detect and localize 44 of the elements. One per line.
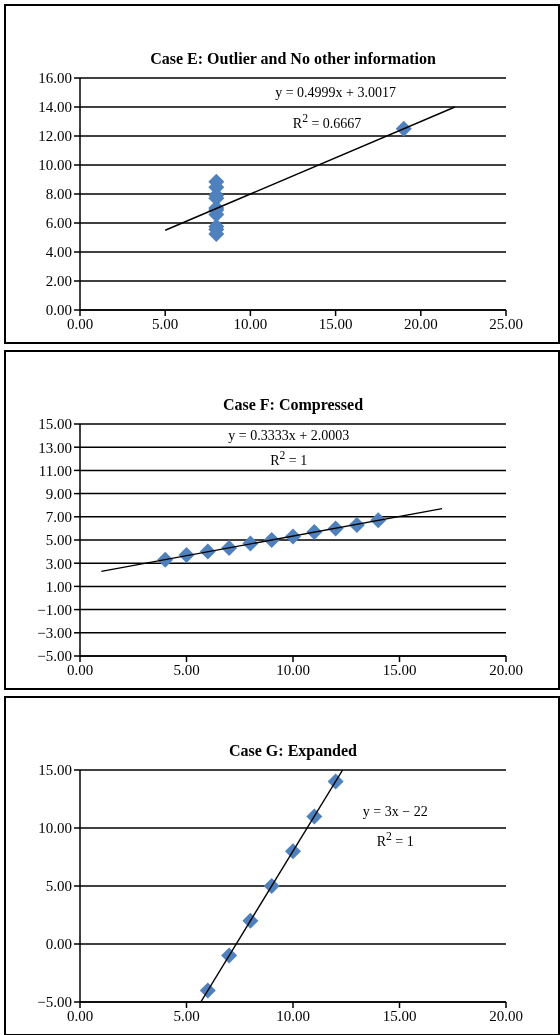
y-tick-label: 5.00 — [45, 878, 72, 895]
x-tick-label: 15.00 — [382, 1007, 417, 1024]
x-tick-label: 15.00 — [382, 661, 417, 678]
x-tick-label: 5.00 — [173, 1007, 200, 1024]
y-tick-label: 10.00 — [38, 157, 72, 174]
y-tick-label: 16.00 — [38, 70, 72, 87]
x-tick-label: 20.00 — [403, 315, 438, 332]
x-tick-label: 20.00 — [489, 1007, 523, 1024]
x-tick-label: 15.00 — [318, 315, 353, 332]
y-tick-label: 7.00 — [45, 509, 72, 526]
x-tick-label: 5.00 — [173, 661, 200, 678]
annotation: y = 0.4999x + 3.0017 — [275, 84, 396, 101]
annotation: R$^{2}$ = 1 — [376, 829, 414, 849]
y-tick-label: 3.00 — [45, 555, 72, 572]
y-tick-label: 0.00 — [45, 936, 72, 953]
annotation: y = 3x − 22 — [362, 804, 428, 820]
y-tick-label: 5.00 — [45, 532, 72, 549]
y-tick-label: 1.00 — [45, 578, 72, 595]
y-tick-label: 9.00 — [45, 485, 72, 502]
y-tick-label: −1.00 — [37, 601, 72, 618]
x-tick-label: 5.00 — [152, 315, 179, 332]
chart-title: Case F: Compressed — [221, 396, 365, 414]
y-tick-label: 6.00 — [45, 215, 72, 232]
y-tick-label: 14.00 — [38, 99, 72, 116]
x-tick-label: 10.00 — [233, 315, 268, 332]
x-tick-label: 20.00 — [489, 661, 523, 678]
chart-title: Case G: Expanded — [228, 742, 358, 760]
y-tick-label: −3.00 — [37, 625, 72, 642]
y-tick-label: 12.00 — [38, 128, 72, 145]
y-tick-label: 4.00 — [45, 244, 72, 261]
y-tick-label: 2.00 — [45, 273, 72, 290]
annotation: R$^{2}$ = 1 — [270, 448, 308, 468]
y-tick-label: 10.00 — [38, 820, 72, 837]
x-tick-label: 10.00 — [276, 661, 310, 678]
y-tick-label: 13.00 — [38, 439, 72, 456]
annotation: R$^{2}$ = 0.6667 — [292, 111, 362, 131]
y-tick-label: 15.00 — [38, 416, 72, 433]
x-tick-label: 10.00 — [276, 1007, 310, 1024]
y-tick-label: 8.00 — [45, 186, 72, 203]
y-tick-label: 15.00 — [38, 762, 72, 779]
y-tick-label: 11.00 — [38, 462, 72, 479]
chart-title: Case E: Outlier and No other information — [149, 50, 437, 68]
x-tick-label: 25.00 — [489, 315, 523, 332]
annotation: y = 0.3333x + 2.0003 — [228, 427, 350, 444]
